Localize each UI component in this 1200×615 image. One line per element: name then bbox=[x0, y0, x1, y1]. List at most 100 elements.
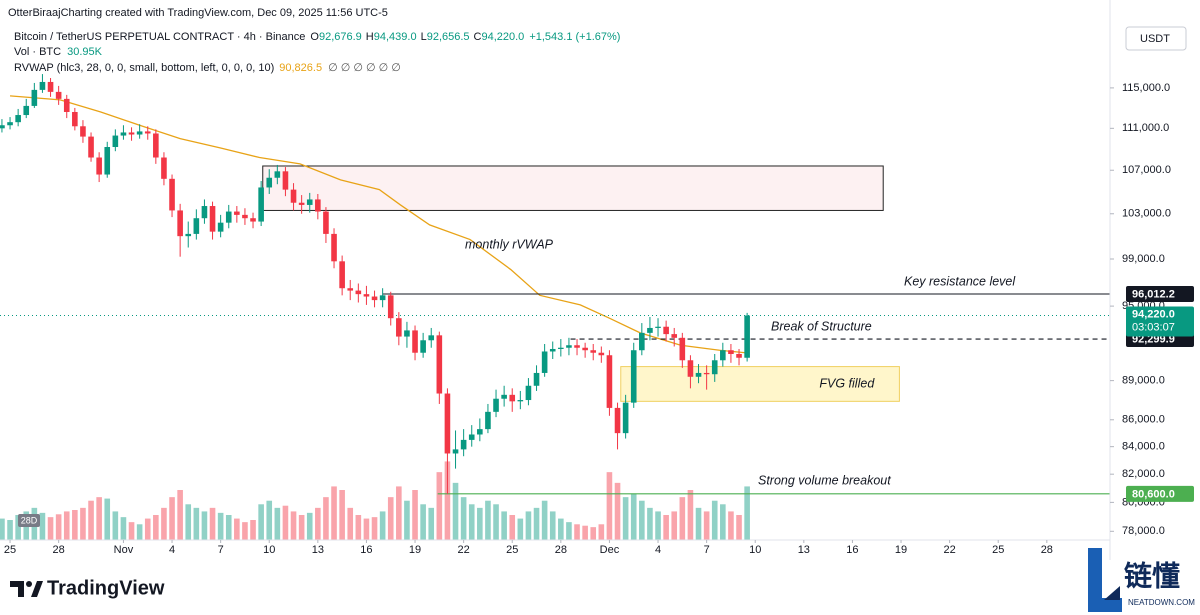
candle-body bbox=[622, 402, 629, 434]
candle-body bbox=[711, 360, 718, 375]
candle-body bbox=[614, 407, 621, 434]
candle-body bbox=[558, 347, 564, 349]
level-tag-bg bbox=[1126, 485, 1194, 502]
candle-body bbox=[136, 131, 143, 135]
candle-body bbox=[331, 233, 337, 262]
candle-body bbox=[630, 350, 637, 403]
candle-body bbox=[566, 345, 572, 348]
candle-body bbox=[323, 211, 329, 234]
volume-bar bbox=[15, 515, 21, 540]
volume-bar bbox=[72, 510, 78, 540]
candle-body bbox=[193, 218, 200, 234]
volume-bar bbox=[671, 511, 678, 540]
indicator-legend: RVWAP (hlc3, 28, 0, 0, small, bottom, le… bbox=[14, 62, 401, 74]
candle-body bbox=[104, 147, 111, 175]
candle-body bbox=[574, 345, 580, 348]
x-tick-label: 19 bbox=[409, 544, 421, 556]
volume-bar bbox=[679, 497, 686, 540]
volume-bar bbox=[582, 525, 588, 540]
indicator-label: RVWAP (hlc3, 28, 0, 0, small, bottom, le… bbox=[14, 62, 274, 74]
volume-bar bbox=[590, 527, 597, 540]
volume-bar bbox=[250, 520, 256, 540]
volume-bar bbox=[266, 500, 273, 540]
volume-bar bbox=[136, 524, 143, 540]
x-tick-label: 19 bbox=[895, 544, 907, 556]
candle-body bbox=[315, 199, 321, 212]
candle-body bbox=[339, 261, 345, 289]
x-tick-label: 4 bbox=[655, 544, 661, 556]
candle-body bbox=[112, 135, 119, 148]
countdown: 03:03:07 bbox=[1132, 321, 1175, 333]
volume-bar bbox=[525, 511, 532, 540]
x-tick-label: 7 bbox=[218, 544, 224, 556]
candle-body bbox=[460, 439, 467, 450]
volume-bar bbox=[687, 490, 694, 540]
credit: OtterBiraajCharting created with Trading… bbox=[8, 7, 388, 19]
y-tick-label: 107,000.0 bbox=[1122, 164, 1171, 176]
volume-bar bbox=[315, 507, 321, 540]
volume-bar bbox=[663, 515, 669, 540]
y-tick-label: 115,000.0 bbox=[1122, 82, 1170, 94]
x-tick-label: Dec bbox=[600, 544, 620, 556]
candle-body bbox=[371, 296, 378, 301]
candle-body bbox=[647, 327, 653, 333]
volume-bar bbox=[566, 522, 572, 540]
x-tick-label: 28 bbox=[53, 544, 65, 556]
candle-body bbox=[541, 351, 548, 373]
x-tick-label: 4 bbox=[169, 544, 175, 556]
ohlc-value: 94,220.0 bbox=[481, 31, 524, 43]
level-tag: 80,600.0 bbox=[1132, 488, 1175, 500]
level-tag-bg bbox=[1126, 286, 1194, 303]
x-tick-label: 22 bbox=[943, 544, 955, 556]
volume-bar bbox=[112, 511, 119, 540]
volume-bar bbox=[282, 505, 289, 540]
symbol-line: Bitcoin / TetherUS PERPETUAL CONTRACT · … bbox=[14, 31, 620, 43]
candle-body bbox=[242, 214, 248, 219]
volume-bar bbox=[96, 497, 102, 540]
x-tick-label: 10 bbox=[263, 544, 275, 556]
volume-bar bbox=[387, 497, 394, 540]
volume-bar bbox=[655, 511, 661, 540]
volume-bar bbox=[541, 500, 548, 540]
currency: USDT bbox=[1140, 33, 1170, 45]
indicator-extra: ∅ ∅ ∅ ∅ ∅ ∅ bbox=[328, 62, 401, 74]
volume-bar bbox=[63, 511, 70, 540]
candle-body bbox=[88, 136, 94, 158]
candle-body bbox=[15, 115, 21, 123]
x-tick-label: 28 bbox=[555, 544, 567, 556]
candle-body bbox=[161, 157, 167, 179]
volume-bar bbox=[630, 493, 637, 540]
zone-label: FVG filled bbox=[819, 376, 875, 390]
candle-body bbox=[185, 233, 192, 237]
candle-body bbox=[266, 177, 273, 188]
brand-text: TradingView bbox=[47, 577, 165, 599]
change: +1,543.1 (+1.67%) bbox=[529, 31, 620, 43]
volume-bar bbox=[420, 504, 426, 540]
plot-area: FVG filled monthly rVWAP Key resistance le… bbox=[0, 74, 1110, 540]
volume-bar bbox=[347, 507, 354, 540]
ohlc-value: 92,676.9 bbox=[319, 31, 362, 43]
volume-bar bbox=[0, 518, 5, 540]
zone bbox=[262, 165, 884, 211]
candle-body bbox=[144, 131, 151, 134]
candle-body bbox=[31, 89, 38, 106]
last-price-tag-bg bbox=[1126, 306, 1194, 337]
volume-label: Vol · BTC bbox=[14, 46, 61, 58]
volume-bar bbox=[647, 507, 653, 540]
candle-body bbox=[436, 335, 443, 394]
candle-body bbox=[177, 210, 183, 237]
rvwap-line bbox=[9, 95, 746, 354]
volume-bar bbox=[128, 522, 135, 540]
volume-bar bbox=[355, 515, 362, 540]
candle-body bbox=[606, 355, 613, 408]
candle-body bbox=[525, 385, 532, 401]
legend: OtterBiraajCharting created with Trading… bbox=[8, 7, 620, 74]
volume-bar bbox=[161, 507, 167, 540]
corner-logo-accent bbox=[1104, 586, 1120, 600]
candle-body bbox=[47, 81, 54, 92]
volume-bar bbox=[452, 482, 459, 540]
price-axis-bg bbox=[1110, 0, 1200, 545]
volume-bar bbox=[120, 517, 127, 540]
candle-body bbox=[128, 132, 135, 135]
